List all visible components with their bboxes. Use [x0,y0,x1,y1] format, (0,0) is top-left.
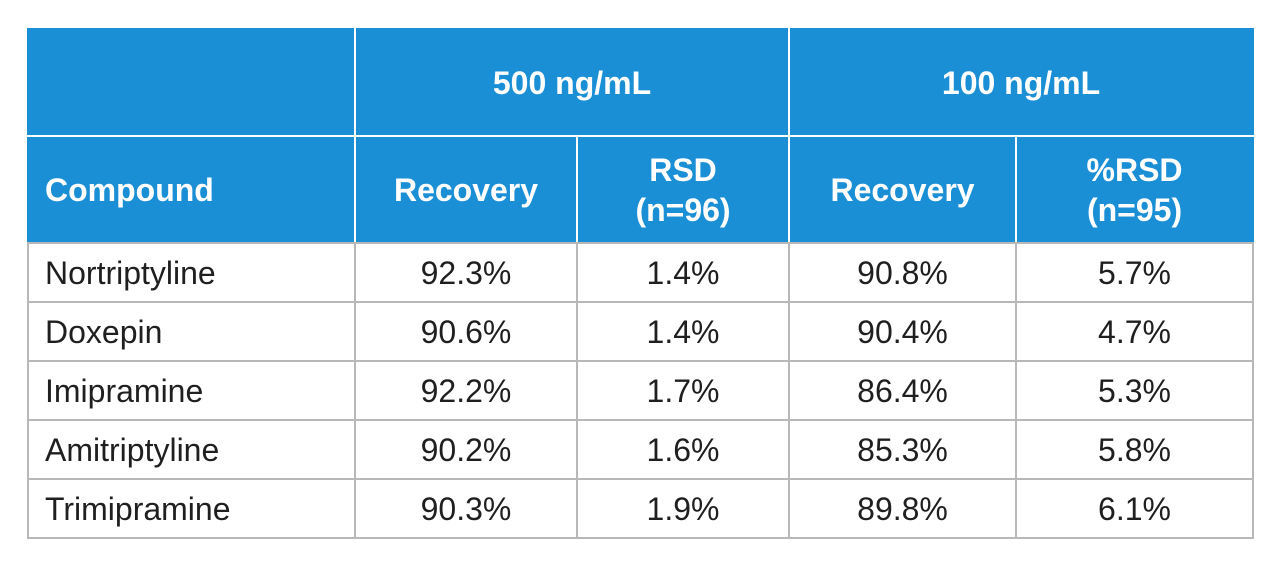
rsd-500-cell: 1.7% [575,360,791,421]
table-body: Nortriptyline 92.3% 1.4% 90.8% 5.7% Doxe… [27,242,1255,539]
header-rsd-500: RSD (n=96) [575,135,791,244]
header-recovery-100: Recovery [788,135,1018,244]
table-header: 500 ng/mL 100 ng/mL Compound Recovery RS… [27,28,1255,244]
header-compound: Compound [27,135,356,244]
header-rsd-100: %RSD (n=95) [1015,135,1255,244]
header-rsd-100-n: (n=95) [1086,191,1183,228]
header-blank-cell [27,28,356,137]
table-row: Doxepin 90.6% 1.4% 90.4% 4.7% [27,301,1255,362]
recovery-100-cell: 86.4% [788,360,1018,421]
compound-cell: Trimipramine [27,478,356,539]
header-group-100: 100 ng/mL [788,28,1255,137]
compound-cell: Nortriptyline [27,242,356,303]
table-row: Trimipramine 90.3% 1.9% 89.8% 6.1% [27,478,1255,539]
rsd-500-cell: 1.4% [575,301,791,362]
recovery-500-cell: 90.6% [354,301,578,362]
header-group-row: 500 ng/mL 100 ng/mL [27,28,1255,137]
recovery-500-cell: 92.2% [354,360,578,421]
recovery-100-cell: 90.8% [788,242,1018,303]
table-row: Amitriptyline 90.2% 1.6% 85.3% 5.8% [27,419,1255,480]
rsd-500-cell: 1.6% [575,419,791,480]
rsd-100-cell: 5.7% [1015,242,1255,303]
header-rsd-100-label: %RSD [1086,151,1183,188]
header-rsd-500-n: (n=96) [635,191,731,228]
recovery-rsd-table: 500 ng/mL 100 ng/mL Compound Recovery RS… [27,28,1255,539]
table-row: Imipramine 92.2% 1.7% 86.4% 5.3% [27,360,1255,421]
recovery-500-cell: 90.2% [354,419,578,480]
compound-cell: Doxepin [27,301,356,362]
header-rsd-500-label: RSD [649,151,717,188]
header-group-500: 500 ng/mL [353,28,791,137]
recovery-100-cell: 90.4% [788,301,1018,362]
recovery-500-cell: 90.3% [354,478,578,539]
header-sub-row: Compound Recovery RSD (n=96) Recovery %R… [27,135,1255,244]
compound-cell: Amitriptyline [27,419,356,480]
results-table-container: 500 ng/mL 100 ng/mL Compound Recovery RS… [27,28,1255,539]
rsd-100-cell: 6.1% [1015,478,1255,539]
rsd-100-cell: 5.8% [1015,419,1255,480]
header-recovery-500: Recovery [354,135,578,244]
table-row: Nortriptyline 92.3% 1.4% 90.8% 5.7% [27,242,1255,303]
recovery-100-cell: 89.8% [788,478,1018,539]
rsd-500-cell: 1.4% [575,242,791,303]
recovery-100-cell: 85.3% [788,419,1018,480]
rsd-100-cell: 4.7% [1015,301,1255,362]
rsd-500-cell: 1.9% [575,478,791,539]
compound-cell: Imipramine [27,360,356,421]
rsd-100-cell: 5.3% [1015,360,1255,421]
recovery-500-cell: 92.3% [354,242,578,303]
